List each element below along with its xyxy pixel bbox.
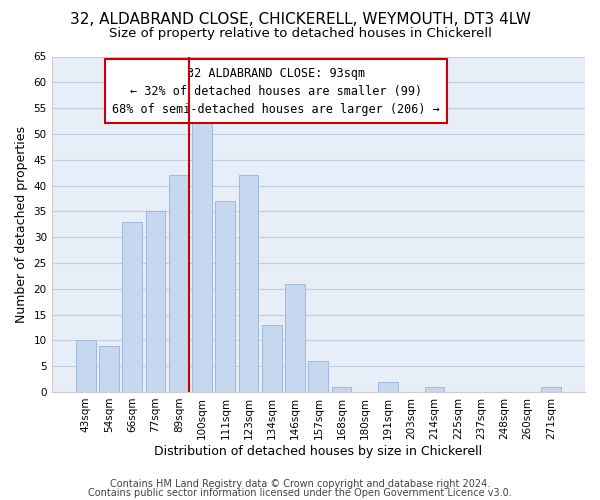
Bar xyxy=(332,387,352,392)
Bar xyxy=(541,387,561,392)
Bar xyxy=(262,325,282,392)
X-axis label: Distribution of detached houses by size in Chickerell: Distribution of detached houses by size … xyxy=(154,444,482,458)
Bar xyxy=(122,222,142,392)
Text: Contains HM Land Registry data © Crown copyright and database right 2024.: Contains HM Land Registry data © Crown c… xyxy=(110,479,490,489)
Y-axis label: Number of detached properties: Number of detached properties xyxy=(15,126,28,322)
Bar xyxy=(99,346,119,392)
Bar xyxy=(378,382,398,392)
Bar xyxy=(425,387,445,392)
Text: 32 ALDABRAND CLOSE: 93sqm
← 32% of detached houses are smaller (99)
68% of semi-: 32 ALDABRAND CLOSE: 93sqm ← 32% of detac… xyxy=(112,66,440,116)
Bar xyxy=(285,284,305,392)
Text: Size of property relative to detached houses in Chickerell: Size of property relative to detached ho… xyxy=(109,28,491,40)
Bar xyxy=(192,118,212,392)
Bar xyxy=(146,212,166,392)
Text: Contains public sector information licensed under the Open Government Licence v3: Contains public sector information licen… xyxy=(88,488,512,498)
Bar xyxy=(215,201,235,392)
Bar xyxy=(308,361,328,392)
Text: 32, ALDABRAND CLOSE, CHICKERELL, WEYMOUTH, DT3 4LW: 32, ALDABRAND CLOSE, CHICKERELL, WEYMOUT… xyxy=(70,12,530,28)
Bar xyxy=(239,175,259,392)
Bar xyxy=(169,175,188,392)
Bar xyxy=(76,340,95,392)
